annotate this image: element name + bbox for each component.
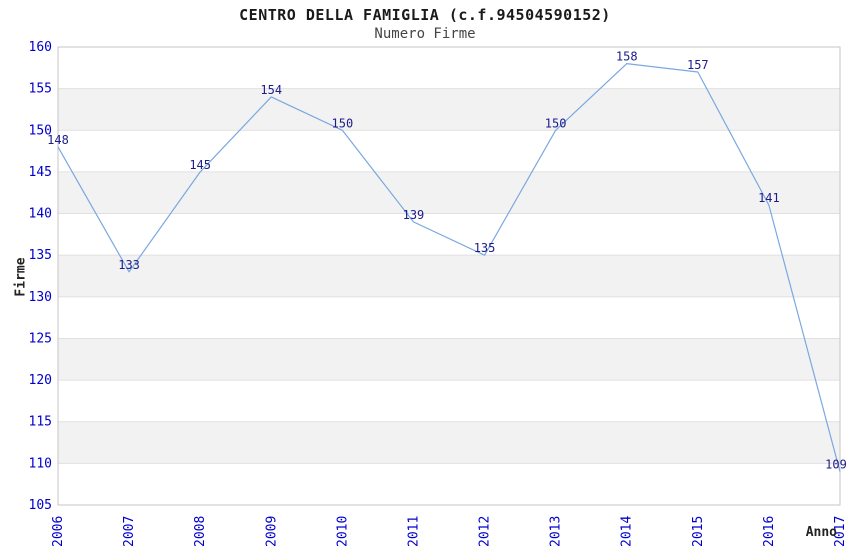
y-tick-label: 120: [29, 373, 52, 388]
y-tick-label: 125: [29, 331, 52, 346]
data-label: 148: [47, 133, 69, 147]
data-label: 133: [118, 258, 140, 272]
x-tick-label: 2014: [620, 516, 635, 547]
x-axis-title: Anno: [805, 525, 837, 540]
grid-band: [58, 338, 840, 381]
x-tick-label: 2010: [335, 516, 350, 547]
data-label: 141: [758, 191, 780, 205]
grid-band: [58, 171, 840, 214]
y-tick-label: 140: [29, 207, 52, 222]
x-tick-label: 2017: [833, 516, 848, 547]
data-label: 154: [260, 83, 282, 97]
data-label: 139: [403, 208, 425, 222]
y-tick-label: 145: [29, 165, 52, 180]
grid-band: [58, 255, 840, 297]
y-tick-label: 135: [29, 248, 52, 263]
x-tick-label: 2011: [406, 516, 421, 547]
data-label: 157: [687, 58, 709, 72]
y-tick-label: 105: [29, 498, 52, 513]
grid-band: [58, 88, 840, 131]
x-tick-label: 2016: [762, 516, 777, 547]
data-label: 158: [616, 50, 638, 64]
data-label: 150: [332, 116, 354, 130]
y-tick-label: 130: [29, 290, 52, 305]
x-tick-label: 2008: [193, 516, 208, 547]
data-line: [57, 63, 841, 472]
chart-subtitle: Numero Firme: [374, 26, 476, 42]
data-label: 135: [474, 241, 496, 255]
data-label: 145: [189, 158, 211, 172]
data-label: 109: [825, 458, 847, 472]
x-tick-label: 2006: [51, 516, 66, 547]
y-tick-label: 150: [29, 123, 52, 138]
x-tick-label: 2015: [691, 516, 706, 547]
plot-border: [57, 46, 841, 506]
y-tick-label: 115: [29, 415, 52, 430]
x-tick-label: 2012: [478, 516, 493, 547]
y-tick-label: 155: [29, 82, 52, 97]
chart-title: CENTRO DELLA FAMIGLIA (c.f.94504590152): [239, 6, 611, 24]
y-tick-label: 110: [29, 456, 52, 471]
x-tick-label: 2013: [549, 516, 564, 547]
x-tick-label: 2009: [264, 516, 279, 547]
data-label: 150: [545, 116, 567, 130]
grid-band: [58, 421, 840, 464]
y-tick-label: 160: [29, 40, 52, 55]
x-tick-label: 2007: [122, 516, 137, 547]
